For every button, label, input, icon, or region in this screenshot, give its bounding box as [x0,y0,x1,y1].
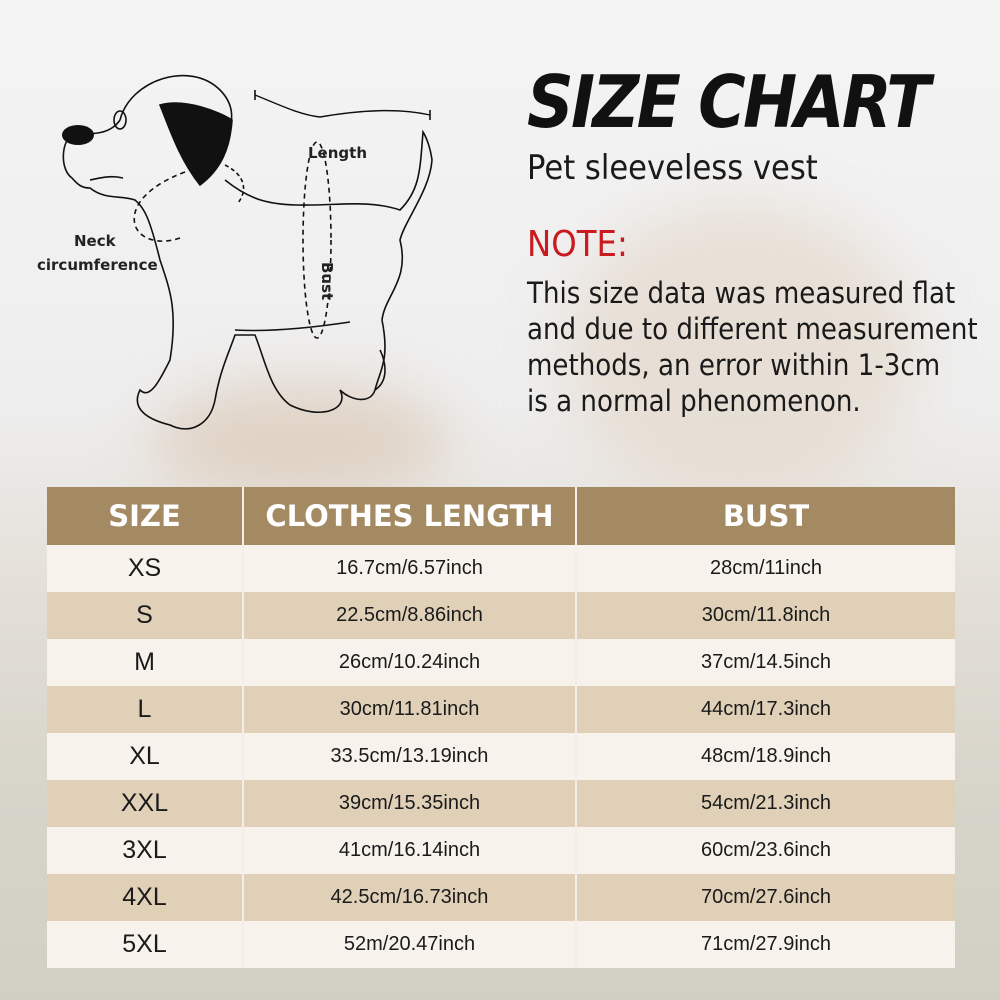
size-cell: L [47,686,244,733]
note-line: This size data was measured flat [527,276,956,310]
table-row: M 26cm/10.24inch 37cm/14.5inch [47,639,955,686]
bust-cell: 54cm/21.3inch [576,780,955,827]
size-cell: 5XL [47,921,244,968]
header-size: SIZE [47,487,244,545]
note-line: methods, an error within 1-3cm [527,348,941,382]
note-text: This size data was measured flat and due… [527,275,978,419]
table-row: 3XL 41cm/16.14inch 60cm/23.6inch [47,827,955,874]
bust-cell: 30cm/11.8inch [576,592,955,639]
bust-cell: 48cm/18.9inch [576,733,955,780]
table-row: 5XL 52m/20.47inch 71cm/27.9inch [47,921,955,968]
length-cell: 42.5cm/16.73inch [243,874,577,921]
bust-cell: 37cm/14.5inch [576,639,955,686]
note-line: and due to different measurement [527,312,978,346]
size-cell: XS [47,545,244,592]
length-cell: 26cm/10.24inch [243,639,577,686]
bust-label: Bust [318,262,336,301]
table-row: S 22.5cm/8.86inch 30cm/11.8inch [47,592,955,639]
length-cell: 30cm/11.81inch [243,686,577,733]
size-cell: 3XL [47,827,244,874]
note-line: is a normal phenomenon. [527,384,861,418]
size-table: SIZE CLOTHES LENGTH BUST XS 16.7cm/6.57in… [47,487,955,968]
length-cell: 16.7cm/6.57inch [243,545,577,592]
header-bust: BUST [576,487,955,545]
table-row: 4XL 42.5cm/16.73inch 70cm/27.6inch [47,874,955,921]
bust-cell: 28cm/11inch [576,545,955,592]
length-cell: 39cm/15.35inch [243,780,577,827]
product-subtitle: Pet sleeveless vest [527,148,818,188]
dog-measurement-illustration [62,74,433,430]
background-blur [560,200,920,500]
bust-cell: 71cm/27.9inch [576,921,955,968]
size-cell: M [47,639,244,686]
bust-cell: 70cm/27.6inch [576,874,955,921]
background-blur [150,380,450,500]
bust-cell: 44cm/17.3inch [576,686,955,733]
neck-label-line1: Neck [74,232,116,250]
length-cell: 33.5cm/13.19inch [243,733,577,780]
length-cell: 22.5cm/8.86inch [243,592,577,639]
length-label: Length [308,144,367,162]
size-cell: 4XL [47,874,244,921]
table-row: L 30cm/11.81inch 44cm/17.3inch [47,686,955,733]
header-clothes-length: CLOTHES LENGTH [243,487,577,545]
bust-cell: 60cm/23.6inch [576,827,955,874]
table-row: XS 16.7cm/6.57inch 28cm/11inch [47,545,955,592]
page-title: SIZE CHART [527,60,930,144]
size-cell: XXL [47,780,244,827]
length-cell: 52m/20.47inch [243,921,577,968]
size-cell: S [47,592,244,639]
table-row: XXL 39cm/15.35inch 54cm/21.3inch [47,780,955,827]
size-cell: XL [47,733,244,780]
table-header: SIZE CLOTHES LENGTH BUST [47,487,955,545]
note-label: NOTE: [527,224,628,265]
length-cell: 41cm/16.14inch [243,827,577,874]
neck-label-line2: circumference [37,256,158,274]
table-row: XL 33.5cm/13.19inch 48cm/18.9inch [47,733,955,780]
